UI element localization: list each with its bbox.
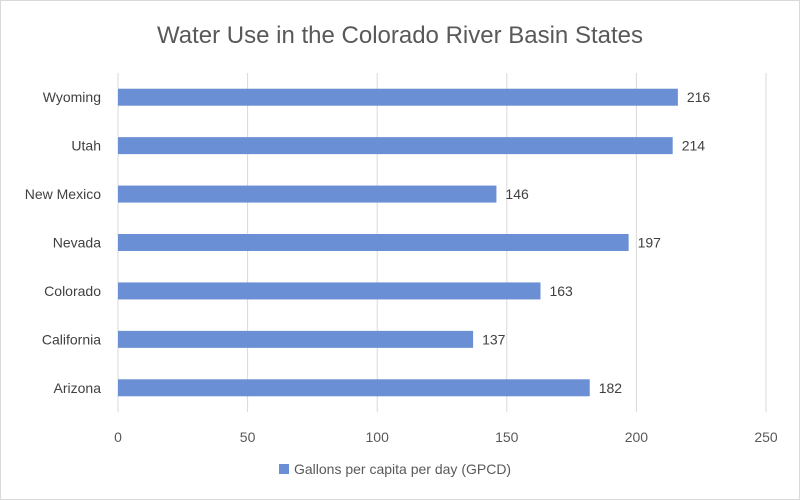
category-label: Wyoming [43,89,101,105]
data-label: 214 [682,138,706,154]
category-label: Colorado [44,283,101,299]
bar [118,282,541,300]
category-label: California [42,331,101,347]
data-labels: 216 214 146 197 163 137 182 [482,89,710,396]
data-label: 163 [549,283,573,299]
bar [118,185,497,203]
chart-title: Water Use in the Colorado River Basin St… [157,22,643,49]
bar [118,234,629,251]
bar [118,88,678,106]
x-tick-label: 100 [366,429,390,445]
legend-label: Gallons per capita per day (GPCD) [294,461,511,477]
bar [118,137,673,155]
x-tick-label: 200 [625,429,649,445]
x-tick-label: 50 [240,429,256,445]
legend: Gallons per capita per day (GPCD) [279,461,511,477]
category-label: Nevada [53,235,101,251]
legend-swatch [279,464,289,474]
bar [118,330,474,348]
data-label: 182 [599,380,623,396]
x-tick-label: 150 [495,429,519,445]
category-label: Utah [71,138,101,154]
data-label: 146 [505,186,529,202]
category-label: Arizona [54,380,102,396]
gridlines [117,73,767,412]
bar-group [118,88,678,397]
category-labels: Wyoming Utah New Mexico Nevada Colorado Calif… [25,89,101,396]
data-label: 137 [482,331,506,347]
bar [118,379,590,397]
x-tick-labels: 0 50 100 150 200 250 [114,429,778,445]
data-label: 197 [638,235,662,251]
x-tick-label: 0 [114,429,122,445]
data-label: 216 [687,89,711,105]
category-label: New Mexico [25,186,101,202]
x-tick-label: 250 [754,429,778,445]
